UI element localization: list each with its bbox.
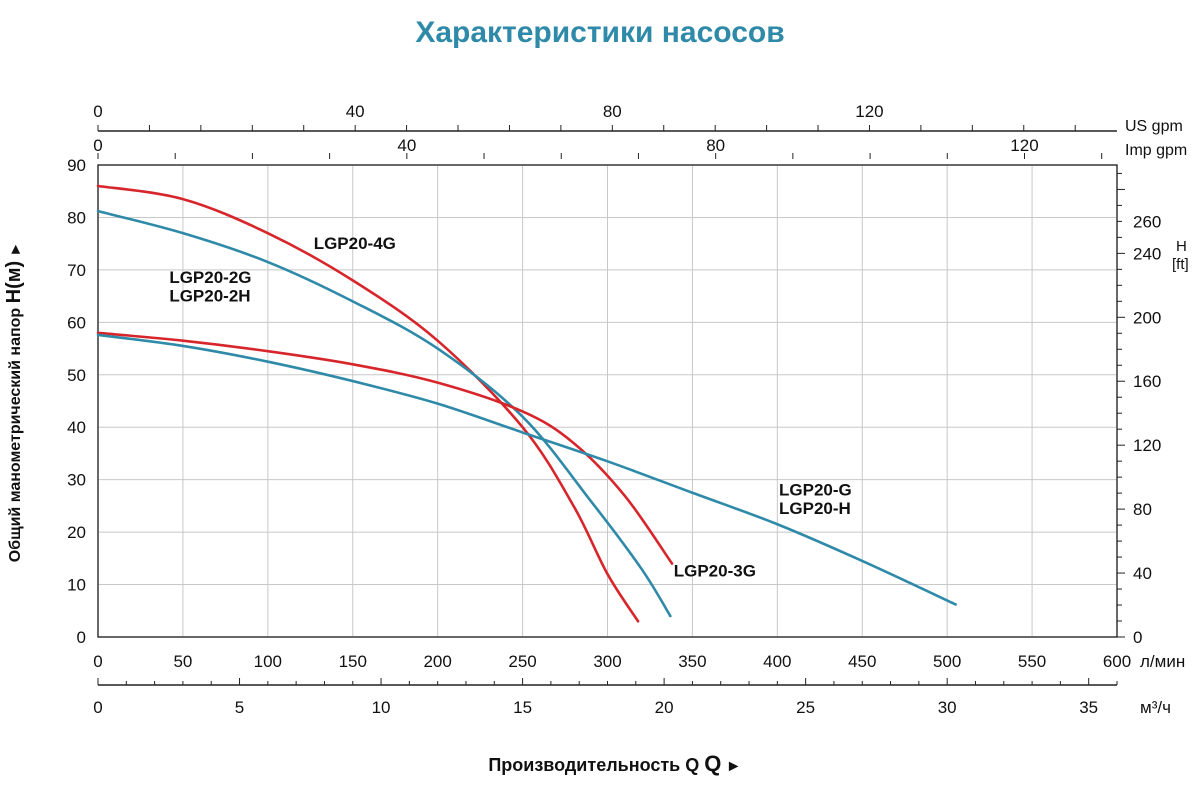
x-tick-label: 150 [339,652,367,671]
x-tick-label: 600 [1103,652,1131,671]
m3h-tick-label: 25 [796,698,815,717]
ft-tick-label: 120 [1133,436,1161,455]
y-tick-label: 70 [67,261,86,280]
x-tick-label: 500 [933,652,961,671]
y-tick-label: 10 [67,576,86,595]
curve-label: LGP20-H [779,499,851,518]
ft-tick-label: 0 [1133,628,1142,647]
curve-series-3 [96,333,957,606]
curve-series-0 [96,184,640,623]
ft-tick-label: 40 [1133,564,1152,583]
ft-tick-label: 260 [1133,212,1161,231]
us-gpm-unit-label: US gpm [1125,118,1183,135]
chart-title: Характеристики насосов [415,16,785,49]
ft-tick-label: 240 [1133,244,1161,263]
y-tick-label: 0 [77,628,86,647]
y-tick-label: 30 [67,471,86,490]
us-gpm-tick-label: 120 [855,102,883,121]
y-tick-label: 80 [67,208,86,227]
x-unit-label: л/мин [1140,652,1185,671]
imp-gpm-unit-label: Imp gpm [1125,142,1187,159]
y-axis-title: Общий манометрический напор H(м) ► [3,242,25,562]
x-tick-label: 200 [423,652,451,671]
m3h-unit-label: м³/ч [1140,698,1171,717]
m3h-tick-label: 5 [235,698,244,717]
m3h-tick-label: 10 [372,698,391,717]
curve-label: LGP20-2H [169,286,250,305]
y-tick-label: 50 [67,366,86,385]
m3h-tick-label: 15 [513,698,532,717]
x-tick-label: 250 [508,652,536,671]
m3h-tick-label: 30 [938,698,957,717]
imp-gpm-tick-label: 40 [397,136,416,155]
m3h-tick-label: 35 [1079,698,1098,717]
us-gpm-tick-label: 0 [93,102,102,121]
y-tick-label: 40 [67,418,86,437]
x-tick-label: 350 [678,652,706,671]
x-tick-label: 0 [93,652,102,671]
us-gpm-tick-label: 40 [346,102,365,121]
curve-label: LGP20-G [779,480,852,499]
ft-tick-label: 160 [1133,372,1161,391]
imp-gpm-tick-label: 120 [1010,136,1038,155]
curve-series-1 [96,209,672,618]
plot-frame-top [97,164,1118,638]
imp-gpm-tick-label: 0 [93,136,102,155]
m3h-tick-label: 20 [655,698,674,717]
us-gpm-tick-label: 80 [603,102,622,121]
x-tick-label: 100 [254,652,282,671]
x-tick-label: 450 [848,652,876,671]
y-tick-label: 60 [67,313,86,332]
y-tick-label: 90 [67,156,86,175]
imp-gpm-tick-label: 80 [706,136,725,155]
ft-tick-label: 80 [1133,500,1152,519]
x-tick-label: 400 [763,652,791,671]
x-axis-title: Производительность Q Q ► [488,751,741,776]
x-tick-label: 550 [1018,652,1046,671]
x-tick-label: 50 [173,652,192,671]
ft-unit-label: [ft] [1172,256,1189,273]
y-tick-label: 20 [67,523,86,542]
x-tick-label: 300 [593,652,621,671]
curve-series-2 [96,331,674,565]
ft-unit-h: H [1176,238,1187,255]
curve-label: LGP20-3G [674,562,756,581]
ft-tick-label: 200 [1133,308,1161,327]
curve-label: LGP20-2G [169,268,251,287]
curve-label: LGP20-4G [314,234,396,253]
m3h-tick-label: 0 [93,698,102,717]
